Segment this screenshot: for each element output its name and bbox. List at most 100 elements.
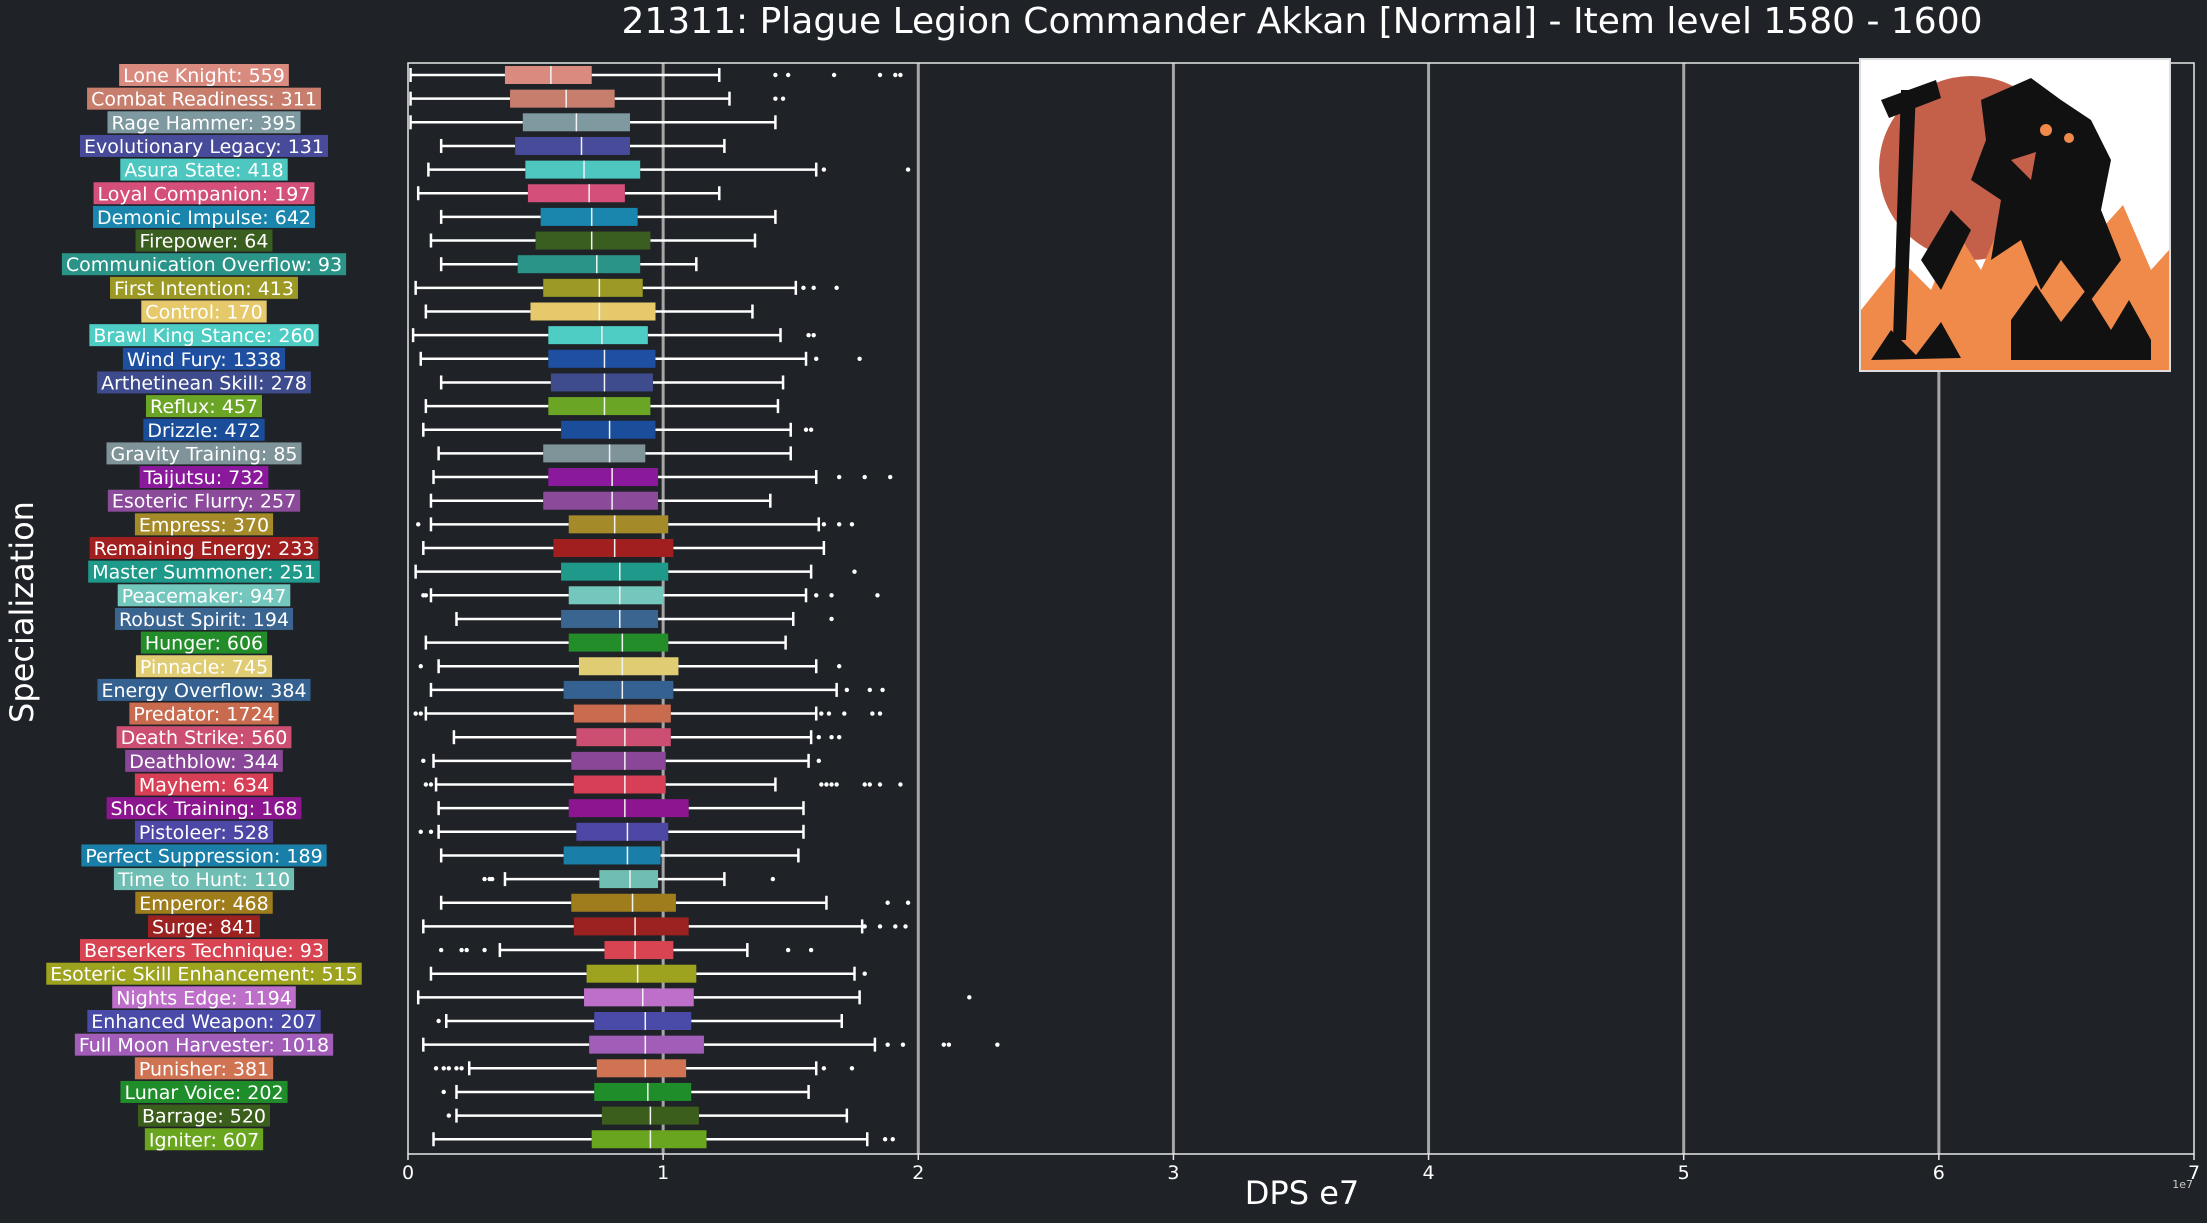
outlier-point [780,96,786,101]
box-group [416,184,721,203]
iqr-box [604,941,674,960]
outlier-point [852,569,857,574]
x-axis-label: DPS e7 [1245,1174,1359,1212]
y-tick-label-text: Punisher: 381 [139,1058,269,1080]
box-group [439,373,785,392]
y-tick-label-background [114,607,294,630]
y-tick-label-background [112,986,296,1009]
outlier-point [441,1089,446,1095]
box-group [413,704,883,723]
outlier-point [806,332,811,338]
outlier-point [489,876,495,882]
iqr-box [543,278,643,297]
y-tick-label: Time to Hunt: 110 [113,868,295,891]
outlier-point [829,782,834,787]
iqr-box [594,1082,692,1101]
y-tick-label: First Intention: 413 [110,276,298,300]
y-tick-label: Deathblow: 344 [125,749,283,773]
y-tick-label-background [116,726,292,749]
box-group [409,89,786,108]
y-tick-label-text: Arthetinean Skill: 278 [101,372,307,394]
outlier-point [418,711,423,716]
outlier-point [416,522,421,527]
y-tick-label-text: Peacemaker: 947 [122,585,287,607]
box-group [446,1106,849,1125]
y-tick-label: Esoteric Flurry: 257 [107,489,301,513]
y-tick-label-text: Esoteric Flurry: 257 [112,491,296,513]
outlier-point [785,947,791,953]
box-group [424,397,780,416]
y-tick-label-background [88,560,320,583]
box-group [414,562,857,581]
y-tick-label-text: Drizzle: 472 [147,420,260,442]
y-tick-label-text: Empress: 370 [139,514,269,536]
y-tick-label-text: Perfect Suppression: 189 [85,845,322,867]
box-group [452,728,842,747]
boss-portrait-image [1859,58,2171,372]
y-tick-label: Gravity Training: 85 [106,442,302,465]
box-group [439,207,777,226]
x-tick-label: 6 [1933,1162,1945,1184]
y-tick-label-text: Pistoleer: 528 [139,822,269,844]
outlier-point [875,593,880,598]
box-group [421,751,821,770]
y-tick-label: Lunar Voice: 202 [120,1080,288,1104]
outlier-point [811,285,816,291]
outlier-point [428,829,434,834]
outlier-point [844,687,850,693]
box-group [441,1082,810,1101]
iqr-box [578,657,679,676]
y-tick-label: Pistoleer: 528 [134,820,274,844]
iqr-box [527,184,625,203]
iqr-box [568,633,669,652]
iqr-box [563,680,674,699]
y-tick-label-text: Taijutsu: 732 [143,467,265,489]
y-tick-label-background [107,489,301,512]
y-tick-label: Arthetinean Skill: 278 [97,371,311,394]
y-tick-label-text: Wind Fury: 1338 [127,349,281,371]
y-tick-label: Mayhem: 634 [134,773,274,797]
box-group [482,870,776,889]
outlier-point [893,924,898,929]
y-tick-label-text: Time to Hunt: 110 [117,869,290,891]
y-tick-label-background [92,205,316,228]
outlier-point [459,1066,464,1071]
y-tick-label-text: Evolutionary Legacy: 131 [84,136,324,158]
outlier-point [870,711,875,716]
outlier-point [831,72,837,78]
y-tick-label-text: Loyal Companion: 197 [98,183,311,205]
outlier-point [803,427,809,432]
outlier-point [482,947,487,953]
y-tick-label: Wind Fury: 1338 [122,347,286,371]
y-tick-label-background [97,678,311,701]
outlier-point [816,735,821,740]
y-tick-label: Rage Hammer: 395 [107,111,301,134]
outlier-point [482,876,487,882]
x-tick-label: 5 [1678,1162,1690,1184]
iqr-box [540,207,638,226]
outlier-point [824,782,829,787]
y-tick-label-background [80,939,328,962]
iqr-box [586,964,697,983]
outlier-point [898,782,903,787]
y-tick-label-background [87,1010,321,1032]
y-tick-label-background [106,797,302,820]
y-tick-label-text: Shock Training: 168 [111,798,298,820]
y-tick-label-background [89,324,319,347]
outlier-point [905,900,911,905]
y-tick-label-background [61,253,347,276]
box-group [416,988,972,1007]
y-tick-label-text: Robust Spirit: 194 [119,609,289,631]
y-tick-label: Surge: 841 [147,915,261,938]
y-tick-label: Peacemaker: 947 [117,584,291,607]
iqr-box [530,302,656,321]
outlier-point [816,758,821,764]
y-tick-label-text: Nights Edge: 1194 [116,987,292,1009]
grid-layer [661,63,1941,1154]
iqr-box [563,846,661,865]
y-tick-label-text: Demonic Impulse: 642 [97,207,311,229]
iqr-box [571,893,676,912]
